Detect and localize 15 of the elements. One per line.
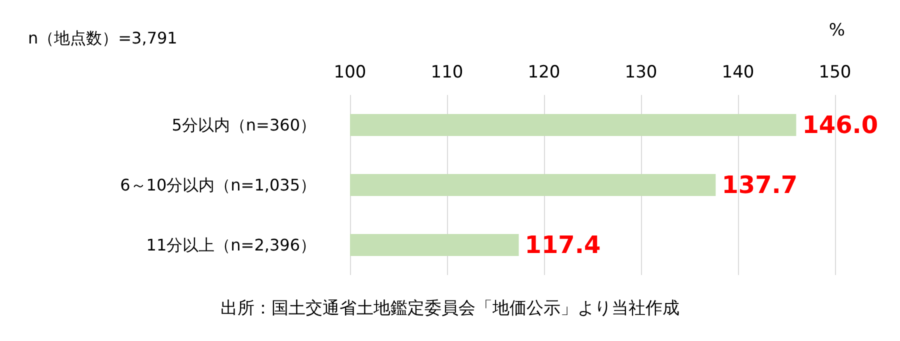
x-tick-label: 100 xyxy=(334,62,366,82)
y-tick-label: 11分以上（n=2,396） xyxy=(146,236,316,254)
x-tick-label: 110 xyxy=(430,62,464,82)
data-label: 117.4 xyxy=(524,231,601,259)
x-tick-label: 120 xyxy=(528,62,560,82)
y-tick-label: 6～10分以内（n=1,035） xyxy=(120,176,316,194)
x-tick-label: 140 xyxy=(722,62,754,82)
data-label: 146.0 xyxy=(802,111,878,139)
data-label: 137.7 xyxy=(722,171,798,199)
x-axis-title: % xyxy=(828,20,846,40)
y-tick-label: 5分以内（n=360） xyxy=(172,116,316,134)
x-tick-label: 150 xyxy=(818,62,852,82)
text: n（地点数）=3,791 xyxy=(28,28,178,48)
text: 出所：国土交通省土地鑑定委員会「地価公示」より当社作成 xyxy=(220,298,680,318)
x-tick-label: 130 xyxy=(624,62,658,82)
